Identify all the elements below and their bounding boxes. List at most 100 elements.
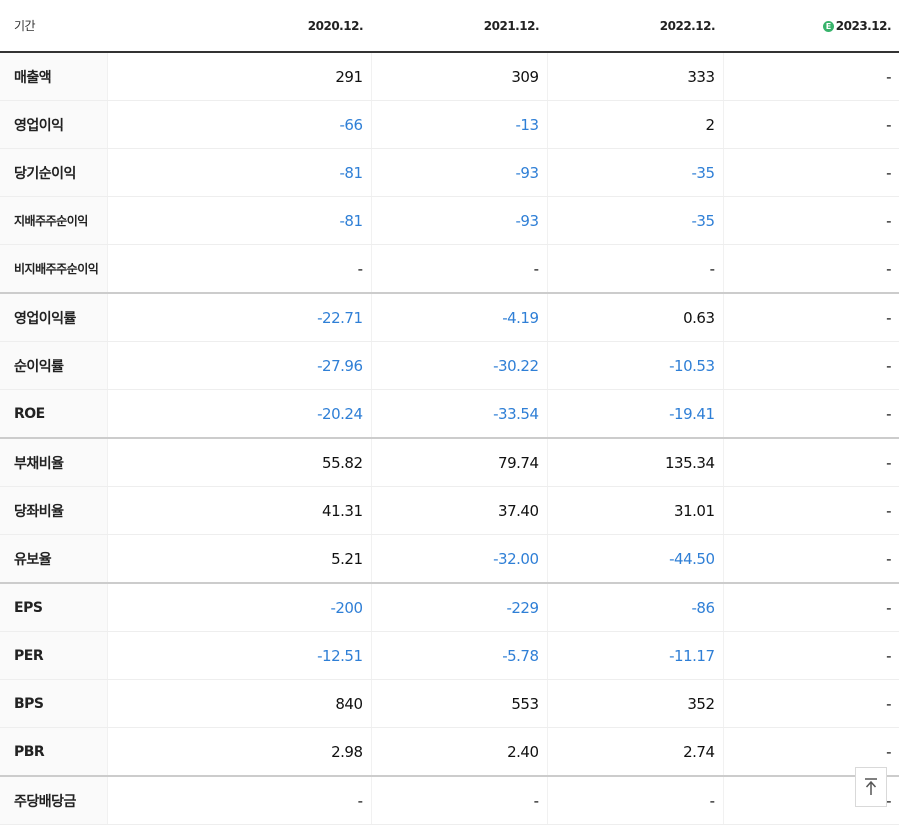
table-row: PBR 2.98 2.40 2.74 - [0,727,899,777]
value-cell: - [722,534,899,584]
value-cell: - [370,244,547,294]
value-cell: 291 [106,52,371,101]
value-cell: -20.24 [106,389,371,439]
period-header-estimate: E 2023.12. [723,0,899,53]
table-row: 부채비율 55.82 79.74 135.34 - [0,438,899,487]
value-cell: 2.40 [370,727,547,777]
arrow-up-to-line-icon [865,778,877,795]
table-row: 지배주주순이익 -81 -93 -35 - [0,196,899,245]
table-row: 영업이익 -66 -13 2 - [0,100,899,149]
table-row: PER -12.51 -5.78 -11.17 - [0,631,899,680]
value-cell: -10.53 [546,341,723,390]
value-cell: - [370,776,547,825]
value-cell: 79.74 [370,438,547,487]
table-row: 당기순이익 -81 -93 -35 - [0,148,899,197]
row-label: 영업이익 [0,100,107,149]
value-cell: - [722,293,899,342]
value-cell: 553 [370,679,547,728]
value-cell: - [722,100,899,149]
value-cell: - [106,244,371,294]
value-cell: -81 [106,148,371,197]
value-cell: -229 [370,583,547,632]
period-header: 2020.12. [107,0,371,53]
value-cell: 352 [546,679,723,728]
value-cell: - [722,486,899,535]
value-cell: -93 [370,148,547,197]
value-cell: - [722,52,899,101]
row-label: ROE [0,389,107,439]
value-cell: -44.50 [546,534,723,584]
value-cell: - [722,148,899,197]
value-cell: 135.34 [546,438,723,487]
row-label: EPS [0,583,107,632]
row-label: PER [0,631,107,680]
row-label: PBR [0,727,107,777]
row-label: 주당배당금 [0,776,107,825]
value-cell: - [722,679,899,728]
table-row: 주당배당금 - - - - [0,776,899,825]
value-cell: 333 [546,52,723,101]
value-cell: - [722,631,899,680]
table-row: 유보율 5.21 -32.00 -44.50 - [0,534,899,584]
value-cell: -35 [546,196,723,245]
row-label: 순이익률 [0,341,107,390]
table-row: 순이익률 -27.96 -30.22 -10.53 - [0,341,899,390]
value-cell: -12.51 [106,631,371,680]
value-cell: -32.00 [370,534,547,584]
value-cell: 31.01 [546,486,723,535]
row-label: 부채비율 [0,438,107,487]
value-cell: -200 [106,583,371,632]
value-cell: 840 [106,679,371,728]
row-label: BPS [0,679,107,728]
period-header: 2022.12. [547,0,723,53]
value-cell: -30.22 [370,341,547,390]
row-label: 당좌비율 [0,486,107,535]
table-row: 매출액 291 309 333 - [0,52,899,101]
table-row: 비지배주주순이익 - - - - [0,244,899,294]
table-row: BPS 840 553 352 - [0,679,899,728]
row-label: 매출액 [0,52,107,101]
value-cell: 37.40 [370,486,547,535]
value-cell: -22.71 [106,293,371,342]
table-row: 영업이익률 -22.71 -4.19 0.63 - [0,293,899,342]
table-row: ROE -20.24 -33.54 -19.41 - [0,389,899,439]
period-header: 2021.12. [371,0,547,53]
row-label: 지배주주순이익 [0,196,107,245]
value-cell: -81 [106,196,371,245]
value-cell: -33.54 [370,389,547,439]
value-cell: -19.41 [546,389,723,439]
header-row: 기간 2020.12. 2021.12. 2022.12. E 2023.12. [0,0,899,53]
value-cell: -13 [370,100,547,149]
value-cell: - [722,341,899,390]
value-cell: - [546,244,723,294]
value-cell: 41.31 [106,486,371,535]
value-cell: -66 [106,100,371,149]
table-row: 당좌비율 41.31 37.40 31.01 - [0,486,899,535]
value-cell: - [722,583,899,632]
estimate-icon: E [822,20,834,32]
row-label: 비지배주주순이익 [0,244,107,294]
value-cell: - [722,438,899,487]
value-cell: 2 [546,100,723,149]
value-cell: -27.96 [106,341,371,390]
period-header-text: 2023.12. [835,18,892,33]
row-label: 영업이익률 [0,293,107,342]
value-cell: -5.78 [370,631,547,680]
table-row: EPS -200 -229 -86 - [0,583,899,632]
period-header-label: 기간 [0,0,107,53]
value-cell: 5.21 [106,534,371,584]
value-cell: - [546,776,723,825]
value-cell: -35 [546,148,723,197]
value-cell: -4.19 [370,293,547,342]
value-cell: 0.63 [546,293,723,342]
value-cell: 2.74 [546,727,723,777]
value-cell: 55.82 [106,438,371,487]
value-cell: -86 [546,583,723,632]
value-cell: - [722,389,899,439]
value-cell: - [722,196,899,245]
value-cell: - [722,244,899,294]
row-label: 유보율 [0,534,107,584]
scroll-to-top-button[interactable] [855,767,887,807]
row-label: 당기순이익 [0,148,107,197]
